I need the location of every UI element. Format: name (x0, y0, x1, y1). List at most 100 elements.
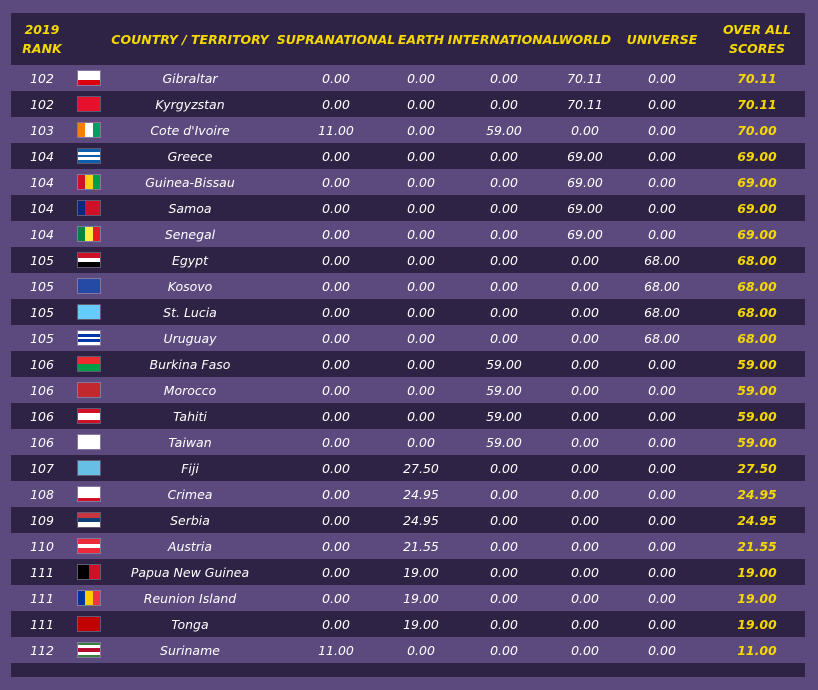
total-cell: 19.00 (737, 590, 777, 606)
world-cell: 69.00 (567, 200, 603, 216)
flag-icon (78, 357, 100, 371)
rank-cell: 104 (30, 226, 54, 242)
rank-cell: 112 (30, 642, 54, 658)
universe-cell: 0.00 (648, 382, 676, 398)
table-row: 105 Kosovo 0.00 0.00 0.00 0.00 68.00 68.… (11, 273, 805, 299)
earth-cell: 0.00 (407, 174, 435, 190)
table-row: 106 Taiwan 0.00 0.00 59.00 0.00 0.00 59.… (11, 429, 805, 455)
universe-cell: 0.00 (648, 460, 676, 476)
flag-icon (78, 253, 100, 267)
supranational-cell: 0.00 (322, 200, 350, 216)
universe-cell: 0.00 (648, 538, 676, 554)
international-cell: 0.00 (490, 512, 518, 528)
universe-cell: 68.00 (644, 304, 680, 320)
world-cell: 69.00 (567, 226, 603, 242)
world-cell: 0.00 (571, 642, 599, 658)
earth-cell: 0.00 (407, 356, 435, 372)
total-cell: 68.00 (737, 330, 777, 346)
flag-icon (78, 487, 100, 501)
table-row: 106 Tahiti 0.00 0.00 59.00 0.00 0.00 59.… (11, 403, 805, 429)
international-cell: 0.00 (490, 564, 518, 580)
rank-cell: 107 (30, 460, 54, 476)
world-cell: 0.00 (571, 330, 599, 346)
rank-cell: 105 (30, 330, 54, 346)
earth-cell: 0.00 (407, 642, 435, 658)
universe-cell: 0.00 (648, 200, 676, 216)
table-row: 105 Egypt 0.00 0.00 0.00 0.00 68.00 68.0… (11, 247, 805, 273)
earth-cell: 0.00 (407, 148, 435, 164)
rank-cell: 102 (30, 70, 54, 86)
universe-cell: 0.00 (648, 642, 676, 658)
international-cell: 0.00 (490, 70, 518, 86)
world-cell: 69.00 (567, 148, 603, 164)
total-cell: 24.95 (737, 512, 777, 528)
country-cell: Gibraltar (162, 70, 218, 86)
header-world: WORLD (558, 31, 612, 47)
total-cell: 68.00 (737, 252, 777, 268)
supranational-cell: 11.00 (318, 642, 354, 658)
flag-icon (78, 513, 100, 527)
supranational-cell: 0.00 (322, 174, 350, 190)
flag-icon (78, 331, 100, 345)
flag-icon (78, 643, 100, 657)
international-cell: 0.00 (490, 538, 518, 554)
universe-cell: 0.00 (648, 408, 676, 424)
supranational-cell: 11.00 (318, 122, 354, 138)
total-cell: 69.00 (737, 200, 777, 216)
international-cell: 0.00 (490, 642, 518, 658)
table-row: 107 Fiji 0.00 27.50 0.00 0.00 0.00 27.50 (11, 455, 805, 481)
rank-cell: 109 (30, 512, 54, 528)
table-row: 103 Cote d'Ivoire 11.00 0.00 59.00 0.00 … (11, 117, 805, 143)
international-cell: 0.00 (490, 200, 518, 216)
international-cell: 0.00 (490, 278, 518, 294)
earth-cell: 0.00 (407, 304, 435, 320)
international-cell: 59.00 (486, 408, 522, 424)
world-cell: 0.00 (571, 486, 599, 502)
universe-cell: 0.00 (648, 226, 676, 242)
international-cell: 0.00 (490, 226, 518, 242)
table-row: 104 Greece 0.00 0.00 0.00 69.00 0.00 69.… (11, 143, 805, 169)
header-rank: 2019 RANK (11, 13, 73, 65)
world-cell: 0.00 (571, 564, 599, 580)
flag-icon (78, 435, 100, 449)
table-row: 108 Crimea 0.00 24.95 0.00 0.00 0.00 24.… (11, 481, 805, 507)
flag-icon (78, 279, 100, 293)
table-body: 102 Gibraltar 0.00 0.00 0.00 70.11 0.00 … (11, 65, 805, 663)
universe-cell: 68.00 (644, 330, 680, 346)
total-cell: 69.00 (737, 148, 777, 164)
flag-icon (78, 123, 100, 137)
country-cell: Papua New Guinea (130, 564, 250, 580)
universe-cell: 68.00 (644, 252, 680, 268)
rank-cell: 108 (30, 486, 54, 502)
header-universe: UNIVERSE (626, 31, 698, 47)
international-cell: 0.00 (490, 96, 518, 112)
universe-cell: 0.00 (648, 96, 676, 112)
world-cell: 0.00 (571, 122, 599, 138)
country-cell: Austria (167, 538, 213, 554)
universe-cell: 0.00 (648, 512, 676, 528)
universe-cell: 0.00 (648, 174, 676, 190)
country-cell: Crimea (167, 486, 213, 502)
table-row: 111 Tonga 0.00 19.00 0.00 0.00 0.00 19.0… (11, 611, 805, 637)
country-cell: St. Lucia (163, 304, 217, 320)
flag-icon (78, 71, 100, 85)
flag-icon (78, 97, 100, 111)
world-cell: 69.00 (567, 174, 603, 190)
header-overall-line1: OVER ALL (723, 22, 791, 37)
earth-cell: 24.95 (403, 512, 439, 528)
total-cell: 70.00 (737, 122, 777, 138)
universe-cell: 0.00 (648, 356, 676, 372)
flag-icon (78, 565, 100, 579)
earth-cell: 0.00 (407, 408, 435, 424)
table-row: 106 Morocco 0.00 0.00 59.00 0.00 0.00 59… (11, 377, 805, 403)
table-row: 111 Papua New Guinea 0.00 19.00 0.00 0.0… (11, 559, 805, 585)
supranational-cell: 0.00 (322, 382, 350, 398)
flag-icon (78, 617, 100, 631)
country-cell: Taiwan (168, 434, 212, 450)
earth-cell: 19.00 (403, 590, 439, 606)
rank-cell: 104 (30, 174, 54, 190)
supranational-cell: 0.00 (322, 538, 350, 554)
country-cell: Samoa (168, 200, 212, 216)
supranational-cell: 0.00 (322, 590, 350, 606)
country-cell: Burkina Faso (149, 356, 231, 372)
